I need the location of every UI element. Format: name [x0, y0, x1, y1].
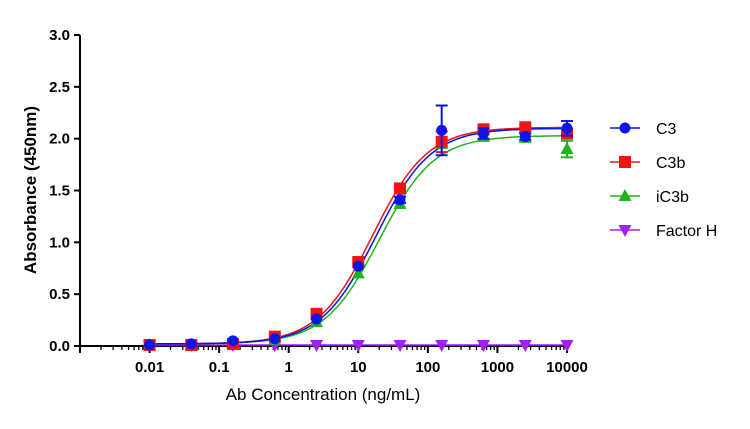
legend-marker — [619, 122, 631, 134]
data-point — [227, 335, 239, 347]
legend-label: C3b — [656, 155, 685, 172]
data-point — [478, 127, 490, 139]
legend-marker — [618, 225, 632, 237]
data-point — [310, 339, 324, 352]
x-tick-label: 10 — [350, 359, 367, 376]
y-axis-label: Absorbance (450nm) — [21, 106, 40, 274]
data-point — [351, 339, 365, 352]
data-point — [436, 124, 448, 136]
data-point — [351, 266, 365, 279]
data-point — [311, 313, 323, 325]
x-tick-label: 1 — [285, 359, 293, 376]
legend-item: iC3b — [610, 189, 689, 206]
y-tick-label: 2.0 — [49, 131, 70, 148]
fit-curves — [149, 126, 568, 346]
legend-label: C3 — [656, 121, 677, 138]
fit-curve-ic3b — [149, 135, 567, 345]
legend-marker — [619, 156, 631, 168]
y-tick-label: 1.0 — [49, 234, 70, 251]
data-point — [518, 339, 532, 352]
data-point — [393, 339, 407, 352]
data-point — [144, 339, 156, 351]
series-ic3b — [143, 129, 574, 350]
data-point — [561, 122, 573, 134]
x-tick-label: 1000 — [481, 359, 514, 376]
x-tick-label: 10000 — [546, 359, 588, 376]
y-tick-label: 3.0 — [49, 27, 70, 44]
axes: 0.0 0.5 1.0 1.5 2.0 2.5 3.0 0.01 0.1 1 10 100 1000 10… — [49, 27, 588, 376]
data-point — [352, 260, 364, 272]
data-point — [519, 121, 532, 134]
legend-label: Factor H — [656, 223, 717, 240]
data-point — [394, 194, 406, 206]
y-tick-label: 0.5 — [49, 286, 70, 303]
x-tick-label: 0.1 — [209, 359, 230, 376]
data-point — [560, 339, 574, 352]
data-point — [269, 333, 281, 345]
legend-label: iC3b — [656, 189, 689, 206]
legend-item: C3 — [610, 121, 677, 138]
fit-curve-c3 — [149, 127, 567, 345]
data-point — [394, 182, 407, 195]
data-point — [435, 339, 449, 352]
x-tick-label: 100 — [415, 359, 440, 376]
data-points — [143, 104, 574, 352]
data-point — [185, 338, 197, 350]
data-point — [519, 131, 531, 143]
x-tick-label: 0.01 — [135, 359, 164, 376]
y-tick-label: 1.5 — [49, 183, 70, 200]
legend: C3 C3b iC3b Factor H — [610, 121, 717, 240]
y-tick-label: 0.0 — [49, 338, 70, 355]
legend-marker — [618, 189, 632, 201]
series-c3b — [143, 121, 573, 351]
x-axis-label: Ab Concentration (ng/mL) — [226, 385, 421, 404]
series-c3 — [144, 104, 573, 351]
legend-item: Factor H — [610, 223, 717, 240]
y-tick-label: 2.5 — [49, 79, 70, 96]
legend-item: C3b — [610, 155, 685, 172]
fit-curve-c3b — [149, 126, 568, 345]
data-point — [477, 339, 491, 352]
data-point — [560, 142, 574, 155]
